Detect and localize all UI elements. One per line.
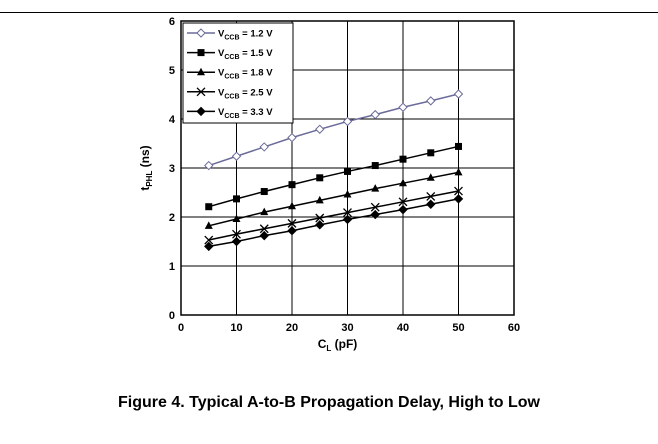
series-line [208, 190, 459, 241]
x-tick-label: 10 [230, 322, 242, 334]
data-point [315, 220, 325, 230]
series-line [208, 198, 459, 248]
data-point [453, 194, 464, 204]
series-line [208, 145, 459, 208]
data-point [196, 87, 206, 97]
data-point [399, 178, 407, 187]
data-point [370, 202, 380, 212]
figure-caption: Figure 4. Typical A-to-B Propagation Del… [118, 394, 540, 411]
data-point [232, 229, 241, 239]
data-point [399, 155, 407, 163]
x-tick-label: 0 [178, 322, 184, 334]
y-tick-label: 4 [169, 114, 176, 126]
x-tick-label: 30 [341, 322, 353, 334]
data-point [204, 235, 214, 245]
data-point [288, 201, 296, 210]
y-tick-label: 2 [169, 212, 175, 224]
line-chart: 0 10 20 30 40 50 60 0 1 2 3 4 5 6 tPHL (ns) CL (pF) V… [138, 16, 520, 353]
data-point [259, 142, 269, 152]
data-point [287, 226, 297, 236]
series-4 [204, 186, 463, 245]
data-point [196, 28, 206, 38]
data-point [371, 162, 379, 170]
y-tick-label: 6 [169, 16, 175, 28]
data-point [453, 89, 464, 99]
data-point [342, 214, 353, 225]
data-point [233, 195, 240, 203]
data-point [398, 197, 408, 207]
tick-labels: 0 10 20 30 40 50 60 0 1 2 3 4 5 6 [169, 16, 520, 334]
data-point [371, 184, 380, 192]
data-point [370, 109, 380, 120]
data-point [204, 241, 214, 252]
data-point [288, 181, 296, 189]
y-tick-label: 3 [169, 163, 175, 175]
data-point [427, 149, 435, 157]
data-point [287, 132, 297, 143]
y-tick-label: 0 [169, 310, 175, 322]
data-point [204, 160, 214, 171]
series-3 [204, 167, 463, 229]
x-tick-label: 50 [452, 322, 464, 334]
data-point [205, 203, 213, 211]
data-point [398, 102, 408, 112]
x-tick-label: 40 [397, 322, 409, 334]
y-tick-label: 5 [169, 65, 175, 77]
data-point [426, 191, 436, 201]
y-tick-label: 1 [169, 261, 175, 273]
series-5 [204, 194, 464, 252]
legend: VCCB = 1.2 V VCCB = 1.5 V VCCB = 1.8 V VCCB… [182, 22, 294, 124]
data-point [454, 167, 463, 176]
data-point [259, 230, 269, 241]
data-point [287, 218, 297, 228]
data-point [426, 173, 435, 181]
data-point [370, 209, 380, 220]
legend-label: VCCB = 1.5 V [218, 48, 273, 61]
data-point [454, 186, 463, 196]
data-point [342, 116, 353, 127]
series-2 [205, 142, 462, 211]
data-point [260, 188, 268, 196]
x-tick-label: 60 [508, 322, 520, 334]
data-point [196, 106, 206, 117]
data-point [315, 124, 325, 134]
data-point [232, 214, 241, 222]
data-point [204, 221, 213, 229]
x-tick-label: 20 [286, 322, 298, 334]
data-point [343, 208, 352, 218]
top-rule [0, 12, 658, 13]
data-point [316, 174, 324, 182]
data-point [426, 199, 436, 209]
series-line [208, 171, 459, 227]
data-point [197, 67, 205, 76]
legend-label: VCCB = 3.3 V [218, 107, 273, 120]
plot-frame [180, 20, 515, 316]
data-point [426, 96, 436, 106]
series-1 [204, 89, 464, 171]
data-point [455, 142, 462, 150]
series-group [204, 89, 464, 252]
data-point [231, 151, 242, 161]
series-line [208, 93, 459, 167]
data-point [231, 236, 242, 247]
data-point [398, 204, 408, 215]
data-point [197, 49, 205, 57]
legend-label: VCCB = 1.2 V [218, 29, 273, 42]
data-point [260, 207, 269, 216]
data-point [315, 195, 324, 204]
legend-label: VCCB = 2.5 V [218, 87, 273, 100]
y-axis-label: tPHL (ns) [138, 145, 154, 190]
data-point [343, 189, 352, 198]
data-point [259, 224, 269, 234]
data-point [344, 167, 351, 175]
x-axis-label: CL (pF) [318, 337, 358, 353]
legend-label: VCCB = 1.8 V [218, 68, 273, 81]
data-point [315, 213, 325, 223]
